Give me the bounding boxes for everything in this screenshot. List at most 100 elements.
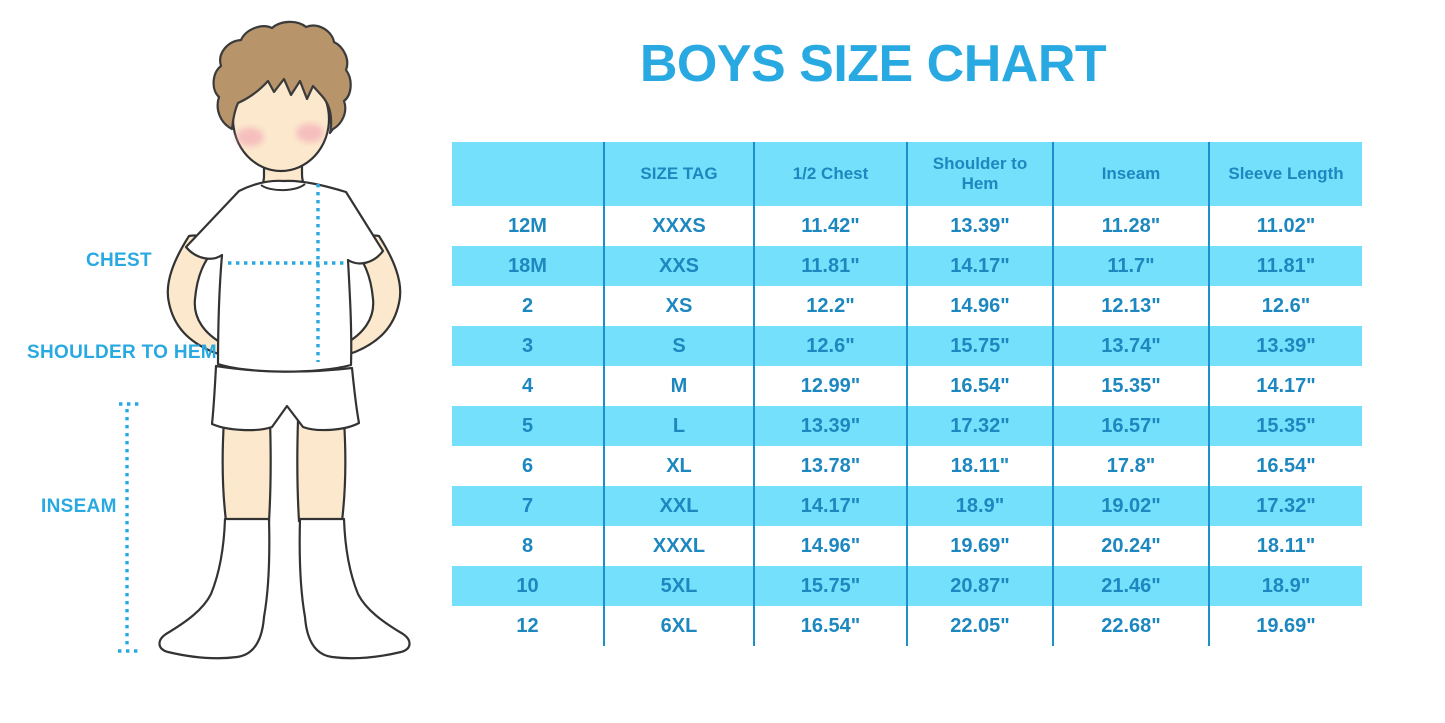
boy-right-leg [296,418,347,523]
measurement-cell: 19.69" [1208,606,1362,646]
measurement-cell: 22.68" [1052,606,1209,646]
table-row: 3 S 12.6" 15.75" 13.74" 13.39" [452,326,1362,366]
table-row: 2 XS 12.2" 14.96" 12.13" 12.6" [452,286,1362,326]
column-header: Inseam [1052,142,1209,206]
size-tag-cell: 5XL [603,566,754,606]
size-table: SIZE TAG 1/2 Chest Shoulder to Hem Inseam Sl… [452,142,1362,646]
measurement-cell: 12.6" [753,326,907,366]
measurement-cell: 12.6" [1208,286,1362,326]
size-tag-cell: XS [603,286,754,326]
boy-shorts [210,364,361,432]
boy-tshirt [184,179,385,373]
table-row: 5 L 13.39" 17.32" 16.57" 15.35" [452,406,1362,446]
measurement-cell: 18.9" [906,486,1053,526]
measurement-cell: 21.46" [1052,566,1209,606]
measurement-cell: 18.11" [1208,526,1362,566]
size-cell: 5 [521,414,534,437]
column-header: Shoulder to Hem [906,142,1053,206]
measurement-cell: 14.96" [753,526,907,566]
shoulder-to-hem-label: SHOULDER TO HEM [27,342,217,363]
measurement-cell: 14.17" [1208,366,1362,406]
measurement-cell: 20.24" [1052,526,1209,566]
measurement-cell: 11.28" [1052,206,1209,246]
boy-right-sock [298,517,411,660]
column-header: Sleeve Length [1208,142,1362,206]
measurement-cell: 12.2" [753,286,907,326]
measurement-cell: 14.17" [906,246,1053,286]
header-row: SIZE TAG 1/2 Chest Shoulder to Hem Inseam Sl… [452,142,1362,206]
measurement-cell: 13.78" [753,446,907,486]
measurement-cell: 18.11" [906,446,1053,486]
size-cell: 8 [521,534,534,557]
size-cell: 12 [516,614,539,637]
boy-left-leg [221,418,272,523]
measurement-cell: 16.57" [1052,406,1209,446]
measurement-cell: 22.05" [906,606,1053,646]
measurement-cell: 16.54" [1208,446,1362,486]
boy-collar-line [260,183,306,192]
measurement-cell: 19.69" [906,526,1053,566]
measurement-cell: 15.75" [753,566,907,606]
boy-left-sock [158,517,271,660]
boy-hair [212,20,352,135]
measurement-cell: 16.54" [753,606,907,646]
measurement-cell: 14.96" [906,286,1053,326]
boy-blush-left [236,127,264,147]
boy-illustration [118,20,411,660]
boy-blush-right [296,123,324,143]
inseam-label: INSEAM [41,496,117,517]
measurement-cell: 16.54" [906,366,1053,406]
size-table-body: 12M XXXS 11.42" 13.39" 11.28" 11.02" 18M XXS 11.… [452,206,1362,646]
table-row: 4 M 12.99" 16.54" 15.35" 14.17" [452,366,1362,406]
measurement-cell: 12.13" [1052,286,1209,326]
size-table-table: SIZE TAG 1/2 Chest Shoulder to Hem Inseam Sl… [452,142,1362,646]
size-cell: 6 [521,454,534,477]
table-row: 12 6XL 16.54" 22.05" 22.68" 19.69" [452,606,1362,646]
measurement-cell: 17.8" [1052,446,1209,486]
blank-header-cell [452,142,604,206]
size-tag-cell: M [603,366,754,406]
measurement-cell: 13.39" [753,406,907,446]
measurement-cell: 13.39" [1208,326,1362,366]
table-row: 8 XXXL 14.96" 19.69" 20.24" 18.11" [452,526,1362,566]
measurement-cell: 11.81" [753,246,907,286]
measurement-cell: 20.87" [906,566,1053,606]
size-tag-cell: XXXS [603,206,754,246]
size-cell: 2 [521,294,534,317]
size-cell: 12M [508,214,547,237]
table-row: 18M XXS 11.81" 14.17" 11.7" 11.81" [452,246,1362,286]
size-tag-cell: XXS [603,246,754,286]
measurement-cell: 11.81" [1208,246,1362,286]
size-tag-cell: XL [603,446,754,486]
column-header: SIZE TAG [603,142,754,206]
size-cell: 4 [521,374,534,397]
size-table-header: SIZE TAG 1/2 Chest Shoulder to Hem Inseam Sl… [452,142,1362,206]
page-title: BOYS SIZE CHART [639,35,1107,93]
measurement-cell: 15.35" [1208,406,1362,446]
measurement-cell: 13.39" [906,206,1053,246]
table-row: 7 XXL 14.17" 18.9" 19.02" 17.32" [452,486,1362,526]
size-tag-cell: L [603,406,754,446]
table-row: 12M XXXS 11.42" 13.39" 11.28" 11.02" [452,206,1362,246]
measurement-cell: 11.42" [753,206,907,246]
measurement-cell: 13.74" [1052,326,1209,366]
size-tag-cell: XXL [603,486,754,526]
size-tag-cell: 6XL [603,606,754,646]
size-cell: 3 [521,334,534,357]
size-cell: 7 [521,494,534,517]
measurement-cell: 12.99" [753,366,907,406]
measurement-cell: 11.02" [1208,206,1362,246]
measurement-cell: 15.75" [906,326,1053,366]
table-row: 10 5XL 15.75" 20.87" 21.46" 18.9" [452,566,1362,606]
size-cell: 10 [516,574,539,597]
table-row: 6 XL 13.78" 18.11" 17.8" 16.54" [452,446,1362,486]
measurement-cell: 15.35" [1052,366,1209,406]
size-tag-cell: XXXL [603,526,754,566]
column-header: 1/2 Chest [753,142,907,206]
chest-label: CHEST [86,250,152,271]
measurement-cell: 17.32" [906,406,1053,446]
measurement-cell: 17.32" [1208,486,1362,526]
measurement-figure: CHEST SHOULDER TO HEM INSEAM [0,0,452,723]
size-cell: 18M [508,254,547,277]
